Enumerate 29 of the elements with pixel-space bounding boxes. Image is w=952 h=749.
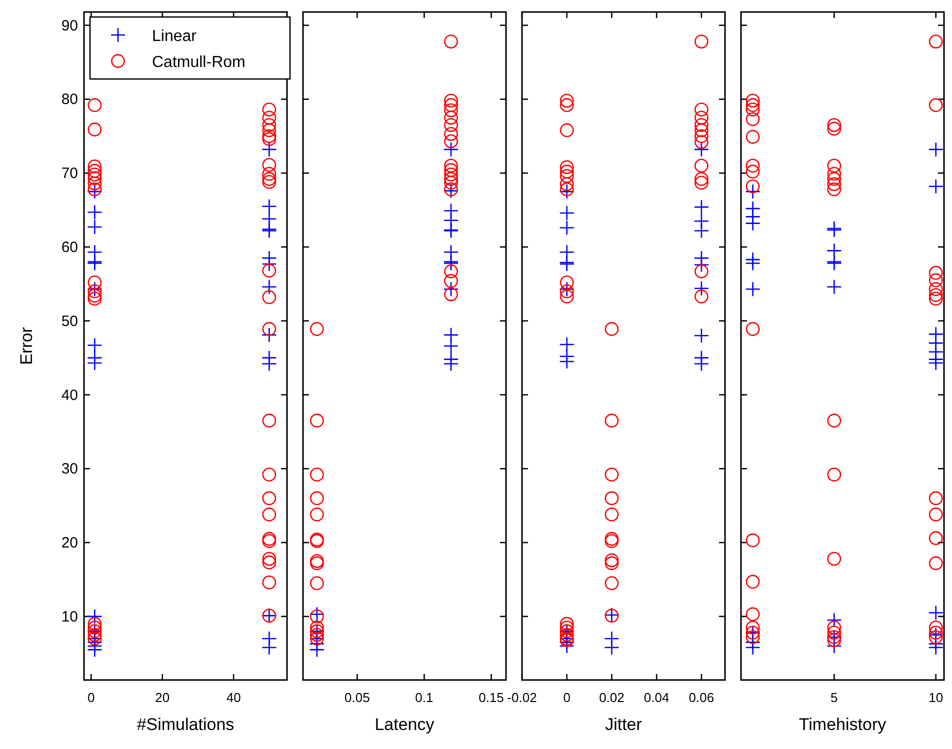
x-tick-label: 0.04 — [644, 690, 670, 705]
x-tick-label: 20 — [155, 690, 170, 705]
legend-label: Linear — [152, 28, 198, 45]
x-axis-title: Latency — [374, 715, 435, 734]
x-tick-label: 0.05 — [344, 690, 370, 705]
x-axis-title: #Simulations — [136, 715, 234, 734]
x-tick-label: 5 — [830, 690, 838, 705]
y-tick-label: 60 — [61, 238, 78, 256]
y-tick-label: 20 — [61, 534, 78, 552]
y-tick-label: 80 — [61, 91, 78, 108]
x-tick-label: 0.1 — [415, 690, 434, 705]
y-tick-label: 30 — [61, 460, 78, 478]
x-axis-title: Jitter — [605, 715, 642, 734]
x-tick-label: 10 — [928, 690, 944, 705]
x-tick-label: 0.06 — [688, 690, 714, 705]
x-tick-label: 0.15 — [478, 690, 504, 705]
y-tick-label: 50 — [61, 312, 78, 330]
x-tick-label: 0 — [563, 690, 570, 705]
x-axis-title: Timehistory — [798, 715, 887, 734]
y-tick-label: 10 — [61, 608, 78, 626]
y-tick-label: 90 — [61, 17, 78, 34]
legend-label: Catmull-Rom — [152, 54, 246, 71]
y-tick-label: 70 — [61, 165, 78, 182]
y-axis-title: Error — [17, 326, 36, 365]
y-tick-label: 40 — [61, 386, 78, 404]
x-tick-label: 0 — [88, 690, 95, 705]
x-tick-label: 0.02 — [599, 690, 624, 705]
x-tick-label: -0.02 — [507, 690, 537, 705]
x-tick-label: 40 — [226, 690, 241, 705]
